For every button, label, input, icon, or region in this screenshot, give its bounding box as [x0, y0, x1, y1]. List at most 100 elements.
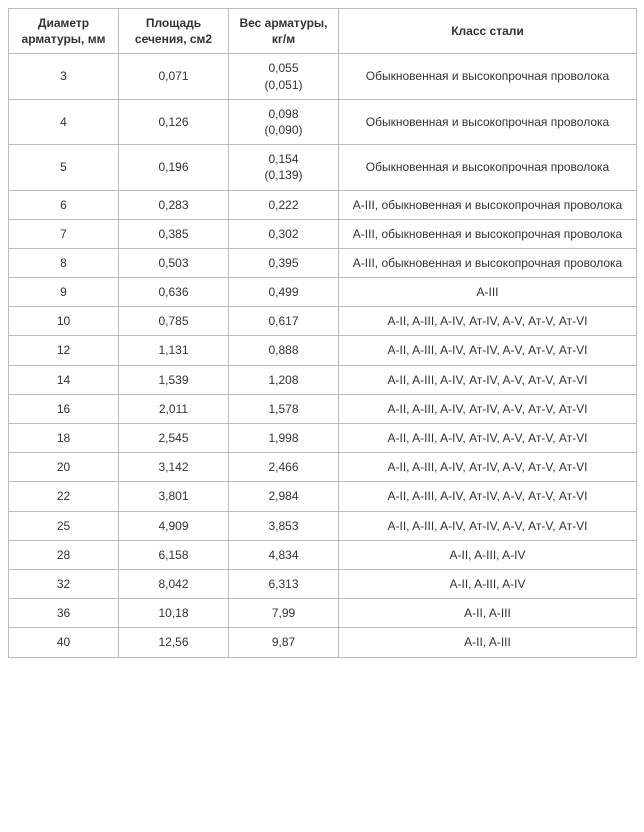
cell-weight: 1,208 — [229, 365, 339, 394]
rebar-spec-table: Диаметр арматуры, мм Площадь сечения, см… — [8, 8, 637, 658]
cell-diameter: 22 — [9, 482, 119, 511]
cell-diameter: 16 — [9, 394, 119, 423]
cell-weight: 0,055(0,051) — [229, 54, 339, 99]
cell-steel-class: A-II, A-III, A-IV — [339, 540, 637, 569]
cell-steel-class: A-III, обыкновенная и высокопрочная пров… — [339, 219, 637, 248]
cell-weight: 0,154(0,139) — [229, 145, 339, 190]
cell-weight: 6,313 — [229, 569, 339, 598]
cell-steel-class: Обыкновенная и высокопрочная проволока — [339, 99, 637, 144]
cell-area: 0,071 — [119, 54, 229, 99]
cell-weight: 0,098(0,090) — [229, 99, 339, 144]
cell-steel-class: A-II, A-III — [339, 599, 637, 628]
cell-steel-class: A-II, A-III, A-IV, Ат-IV, A-V, Ат-V, Ат-… — [339, 453, 637, 482]
cell-weight: 7,99 — [229, 599, 339, 628]
col-header-steel: Класс стали — [339, 9, 637, 54]
cell-steel-class: A-II, A-III, A-IV, Ат-IV, A-V, Ат-V, Ат-… — [339, 307, 637, 336]
cell-weight: 0,395 — [229, 248, 339, 277]
cell-area: 0,126 — [119, 99, 229, 144]
cell-area: 1,131 — [119, 336, 229, 365]
table-row: 286,1584,834A-II, A-III, A-IV — [9, 540, 637, 569]
cell-steel-class: A-II, A-III, A-IV, Ат-IV, A-V, Ат-V, Ат-… — [339, 482, 637, 511]
cell-diameter: 6 — [9, 190, 119, 219]
cell-steel-class: A-II, A-III, A-IV — [339, 569, 637, 598]
cell-diameter: 18 — [9, 424, 119, 453]
cell-weight: 3,853 — [229, 511, 339, 540]
cell-area: 0,196 — [119, 145, 229, 190]
cell-diameter: 14 — [9, 365, 119, 394]
cell-weight: 9,87 — [229, 628, 339, 657]
cell-weight: 4,834 — [229, 540, 339, 569]
cell-weight: 2,466 — [229, 453, 339, 482]
cell-steel-class: Обыкновенная и высокопрочная проволока — [339, 54, 637, 99]
cell-area: 0,283 — [119, 190, 229, 219]
cell-weight: 0,222 — [229, 190, 339, 219]
cell-steel-class: A-II, A-III, A-IV, Ат-IV, A-V, Ат-V, Ат-… — [339, 511, 637, 540]
cell-diameter: 3 — [9, 54, 119, 99]
cell-diameter: 7 — [9, 219, 119, 248]
table-row: 3610,187,99A-II, A-III — [9, 599, 637, 628]
cell-steel-class: A-III, обыкновенная и высокопрочная пров… — [339, 248, 637, 277]
cell-area: 0,503 — [119, 248, 229, 277]
cell-area: 0,385 — [119, 219, 229, 248]
cell-steel-class: A-II, A-III, A-IV, Ат-IV, A-V, Ат-V, Ат-… — [339, 365, 637, 394]
table-row: 162,0111,578A-II, A-III, A-IV, Ат-IV, A-… — [9, 394, 637, 423]
cell-area: 0,785 — [119, 307, 229, 336]
cell-area: 2,011 — [119, 394, 229, 423]
cell-diameter: 12 — [9, 336, 119, 365]
table-row: 203,1422,466A-II, A-III, A-IV, Ат-IV, A-… — [9, 453, 637, 482]
table-row: 141,5391,208A-II, A-III, A-IV, Ат-IV, A-… — [9, 365, 637, 394]
table-header: Диаметр арматуры, мм Площадь сечения, см… — [9, 9, 637, 54]
table-row: 182,5451,998A-II, A-III, A-IV, Ат-IV, A-… — [9, 424, 637, 453]
cell-weight: 1,998 — [229, 424, 339, 453]
cell-diameter: 4 — [9, 99, 119, 144]
cell-weight: 0,499 — [229, 278, 339, 307]
table-row: 223,8012,984A-II, A-III, A-IV, Ат-IV, A-… — [9, 482, 637, 511]
cell-diameter: 9 — [9, 278, 119, 307]
cell-area: 1,539 — [119, 365, 229, 394]
cell-area: 3,801 — [119, 482, 229, 511]
cell-diameter: 20 — [9, 453, 119, 482]
table-row: 50,1960,154(0,139)Обыкновенная и высокоп… — [9, 145, 637, 190]
cell-area: 12,56 — [119, 628, 229, 657]
cell-diameter: 8 — [9, 248, 119, 277]
cell-area: 2,545 — [119, 424, 229, 453]
table-row: 121,1310,888A-II, A-III, A-IV, Ат-IV, A-… — [9, 336, 637, 365]
cell-weight: 0,617 — [229, 307, 339, 336]
table-row: 328,0426,313A-II, A-III, A-IV — [9, 569, 637, 598]
cell-diameter: 10 — [9, 307, 119, 336]
cell-diameter: 5 — [9, 145, 119, 190]
col-header-diameter: Диаметр арматуры, мм — [9, 9, 119, 54]
cell-diameter: 32 — [9, 569, 119, 598]
header-row: Диаметр арматуры, мм Площадь сечения, см… — [9, 9, 637, 54]
cell-steel-class: A-III — [339, 278, 637, 307]
cell-diameter: 25 — [9, 511, 119, 540]
table-row: 60,2830,222A-III, обыкновенная и высокоп… — [9, 190, 637, 219]
cell-area: 8,042 — [119, 569, 229, 598]
cell-area: 4,909 — [119, 511, 229, 540]
cell-area: 6,158 — [119, 540, 229, 569]
cell-area: 3,142 — [119, 453, 229, 482]
cell-steel-class: A-II, A-III — [339, 628, 637, 657]
col-header-weight: Вес арматуры, кг/м — [229, 9, 339, 54]
cell-area: 10,18 — [119, 599, 229, 628]
cell-weight: 0,302 — [229, 219, 339, 248]
cell-weight: 1,578 — [229, 394, 339, 423]
cell-area: 0,636 — [119, 278, 229, 307]
col-header-area: Площадь сечения, см2 — [119, 9, 229, 54]
table-row: 30,0710,055(0,051)Обыкновенная и высокоп… — [9, 54, 637, 99]
table-row: 80,5030,395A-III, обыкновенная и высокоп… — [9, 248, 637, 277]
table-row: 254,9093,853A-II, A-III, A-IV, Ат-IV, A-… — [9, 511, 637, 540]
cell-steel-class: A-III, обыкновенная и высокопрочная пров… — [339, 190, 637, 219]
cell-steel-class: A-II, A-III, A-IV, Ат-IV, A-V, Ат-V, Ат-… — [339, 424, 637, 453]
table-row: 90,6360,499A-III — [9, 278, 637, 307]
cell-diameter: 40 — [9, 628, 119, 657]
cell-diameter: 28 — [9, 540, 119, 569]
table-row: 70,3850,302A-III, обыкновенная и высокоп… — [9, 219, 637, 248]
cell-steel-class: Обыкновенная и высокопрочная проволока — [339, 145, 637, 190]
table-row: 100,7850,617A-II, A-III, A-IV, Ат-IV, A-… — [9, 307, 637, 336]
cell-diameter: 36 — [9, 599, 119, 628]
cell-weight: 2,984 — [229, 482, 339, 511]
table-row: 40,1260,098(0,090)Обыкновенная и высокоп… — [9, 99, 637, 144]
table-body: 30,0710,055(0,051)Обыкновенная и высокоп… — [9, 54, 637, 657]
cell-weight: 0,888 — [229, 336, 339, 365]
